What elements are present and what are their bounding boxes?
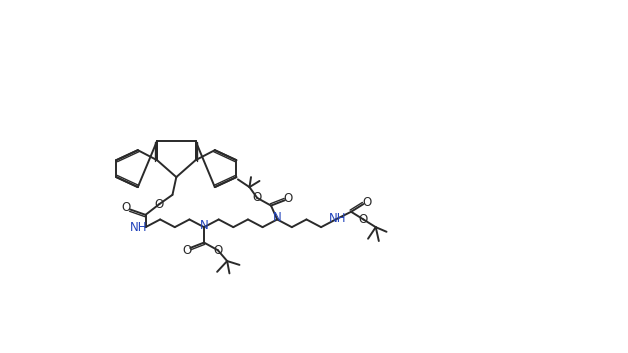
Text: O: O [359, 213, 368, 226]
Text: NH: NH [130, 221, 148, 234]
Text: O: O [122, 202, 131, 214]
Text: O: O [283, 192, 293, 205]
Text: N: N [273, 211, 281, 225]
Text: NH: NH [328, 212, 346, 225]
Text: O: O [154, 198, 164, 210]
Text: N: N [200, 219, 208, 232]
Text: O: O [183, 244, 192, 257]
Text: O: O [214, 244, 222, 257]
Text: O: O [362, 196, 371, 209]
Text: O: O [252, 191, 262, 204]
